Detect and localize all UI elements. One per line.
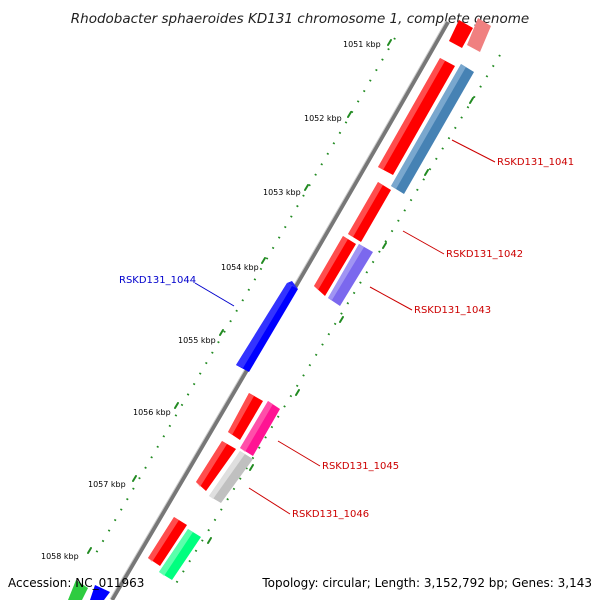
tick-label-1056: 1056 kbp xyxy=(133,408,171,417)
tick-label-1057: 1057 kbp xyxy=(88,480,126,489)
feature-rskd131-1044[interactable] xyxy=(236,281,298,372)
gene-label-1042[interactable]: RSKD131_1042 xyxy=(446,249,523,260)
tick-label-1051: 1051 kbp xyxy=(343,40,381,49)
gene-label-1043[interactable]: RSKD131_1043 xyxy=(414,305,491,316)
feature-top-red[interactable] xyxy=(449,18,491,52)
tick-label-1052: 1052 kbp xyxy=(304,114,342,123)
feature-rskd131-1045[interactable] xyxy=(240,401,280,456)
feature-cds-red-1045b[interactable] xyxy=(196,441,236,491)
tick-label-1055: 1055 kbp xyxy=(178,336,216,345)
feature-cds-red-bottom[interactable] xyxy=(148,517,187,566)
feature-cds-red-1042b[interactable] xyxy=(314,236,356,296)
tick-label-1054: 1054 kbp xyxy=(221,263,259,272)
feature-rskd131-1046[interactable] xyxy=(209,451,253,503)
feature-blue-partial[interactable] xyxy=(90,585,110,600)
gene-label-1044[interactable]: RSKD131_1044 xyxy=(119,275,196,286)
feature-cds-red-1045a[interactable] xyxy=(228,393,263,440)
tick-label-1053: 1053 kbp xyxy=(263,188,301,197)
feature-green-bottom[interactable] xyxy=(159,529,201,580)
feature-rskd131-1041[interactable] xyxy=(391,64,474,194)
gene-label-1045[interactable]: RSKD131_1045 xyxy=(322,461,399,472)
feature-green-partial[interactable] xyxy=(68,580,88,600)
genome-summary-text: Topology: circular; Length: 3,152,792 bp… xyxy=(261,576,592,590)
gene-label-1041[interactable]: RSKD131_1041 xyxy=(497,157,574,168)
feature-rskd131-1043[interactable] xyxy=(328,244,373,306)
ruler-tick-marks xyxy=(87,39,474,554)
accession-text: Accession: NC_011963 xyxy=(8,576,144,590)
tick-label-1058: 1058 kbp xyxy=(41,552,79,561)
map-title: Rhodobacter sphaeroides KD131 chromosome… xyxy=(71,11,529,27)
label-leaders xyxy=(194,139,496,515)
backbone xyxy=(109,20,450,600)
feature-cds-red-1041[interactable] xyxy=(378,58,455,175)
feature-rskd131-1042[interactable] xyxy=(348,182,391,242)
gene-label-1046[interactable]: RSKD131_1046 xyxy=(292,509,369,520)
